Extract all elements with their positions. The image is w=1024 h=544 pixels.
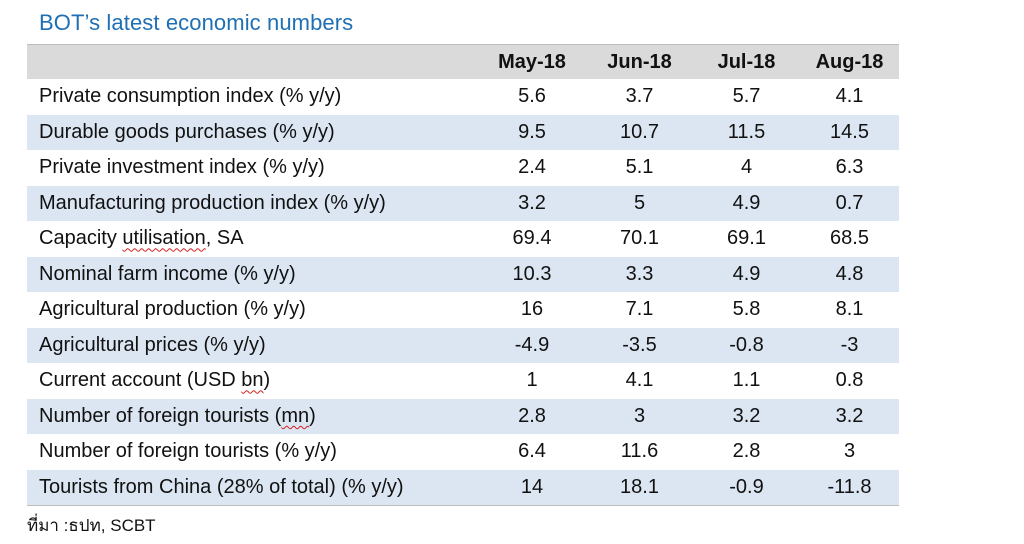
row-label-text: Private investment index (% y/y): [39, 156, 325, 179]
column-header-aug-18: Aug-18: [815, 50, 884, 73]
table-cell: -4.9: [514, 333, 550, 356]
row-label: Agricultural prices (% y/y): [27, 334, 478, 357]
table-cell: -11.8: [827, 475, 872, 498]
table-cell: 11.5: [727, 120, 766, 143]
table-cell: 68.5: [830, 227, 869, 250]
table-row: Manufacturing production index (% y/y) 3…: [27, 185, 899, 221]
table-cell: 3: [633, 404, 646, 427]
table-cell: 1: [526, 369, 538, 392]
table-cell: 7.1: [625, 298, 654, 321]
row-label: Durable goods purchases (% y/y): [27, 121, 478, 144]
table-cell: 2.4: [518, 156, 546, 179]
table-cell: -0.9: [729, 475, 764, 498]
table-cell: 4.9: [732, 262, 761, 285]
table-cell: 0.8: [835, 369, 864, 392]
row-label-text: ): [309, 404, 316, 427]
row-label-text: Private consumption index (% y/y): [39, 85, 342, 108]
table-cell: 9.5: [518, 120, 546, 143]
row-label-text: Capacity: [39, 227, 123, 250]
row-label-text: Durable goods purchases (% y/y): [39, 120, 335, 143]
spellcheck-underlined-word: mn: [281, 404, 310, 427]
table-cell: 2.8: [732, 440, 761, 463]
row-label-text: Number of foreign tourists (: [39, 404, 282, 427]
row-label-text: ): [263, 369, 271, 392]
table-cell: 3.2: [732, 404, 761, 427]
row-label: Manufacturing production index (% y/y): [27, 192, 478, 215]
table-cell: 5: [633, 191, 646, 214]
table-row: Agricultural prices (% y/y) -4.9 -3.5 -0…: [27, 327, 899, 363]
table-row: Tourists from China (28% of total) (% y/…: [27, 469, 899, 505]
table-cell: 14.5: [830, 120, 869, 143]
column-header-jul-18: Jul-18: [717, 50, 776, 73]
table-cell: 11.6: [620, 440, 659, 463]
column-header-jun-18: Jun-18: [607, 50, 672, 73]
row-label: Nominal farm income (% y/y): [27, 263, 478, 286]
table-row: Current account (USD bn) 1 4.1 1.1 0.8: [27, 363, 899, 399]
row-label: Capacity utilisation, SA: [27, 227, 478, 250]
table-cell: -3: [840, 333, 859, 356]
table-row: Number of foreign tourists (mn) 2.8 3 3.…: [27, 398, 899, 434]
row-label-text: Agricultural production (% y/y): [39, 298, 306, 321]
table-cell: 69.4: [512, 227, 552, 250]
table-cell: -3.5: [622, 333, 657, 356]
table-row: Private investment index (% y/y) 2.4 5.1…: [27, 150, 899, 186]
table-cell: 3.3: [625, 262, 654, 285]
row-label: Tourists from China (28% of total) (% y/…: [27, 476, 478, 499]
table-cell: 3.7: [625, 85, 654, 108]
table-title: BOT’s latest economic numbers: [39, 10, 354, 35]
row-label-text: Nominal farm income (% y/y): [39, 262, 296, 285]
row-label-text: Agricultural prices (% y/y): [39, 333, 266, 356]
source-note: ที่มา :ธปท, SCBT: [27, 516, 156, 535]
table-cell: 2.8: [518, 404, 546, 427]
row-label-text: Tourists from China (28% of total) (% y/…: [39, 475, 404, 498]
economic-table: May-18 Jun-18 Jul-18 Aug-18 Private cons…: [27, 44, 899, 506]
table-cell: 5.8: [732, 298, 761, 321]
table-cell: 10.3: [512, 262, 552, 285]
spellcheck-underlined-word: utilisation: [122, 227, 206, 250]
table-cell: 4.1: [835, 85, 864, 108]
row-label: Number of foreign tourists (mn): [27, 405, 478, 428]
table-row: Capacity utilisation, SA 69.4 70.1 69.1 …: [27, 221, 899, 257]
table-cell: 18.1: [620, 475, 659, 498]
row-label: Current account (USD bn): [27, 369, 478, 392]
table-cell: 5.6: [518, 85, 546, 108]
table-cell: 3.2: [518, 191, 546, 214]
table-cell: 3.2: [835, 404, 864, 427]
row-label-text: Current account (USD: [39, 369, 242, 392]
table-cell: 4.1: [625, 369, 654, 392]
table-cell: 4.9: [732, 191, 761, 214]
row-label-text: Number of foreign tourists (% y/y): [39, 440, 337, 463]
table-row: Nominal farm income (% y/y) 10.3 3.3 4.9…: [27, 256, 899, 292]
row-label-text: Manufacturing production index (% y/y): [39, 191, 386, 214]
table-cell: 69.1: [727, 227, 766, 250]
table-cell: 0.7: [835, 191, 864, 214]
column-header-may-18: May-18: [498, 50, 566, 73]
table-cell: 5.1: [625, 156, 654, 179]
table-cell: 1.1: [732, 369, 761, 392]
table-row: Number of foreign tourists (% y/y) 6.4 1…: [27, 434, 899, 470]
table-cell: 14: [520, 475, 544, 498]
row-label: Number of foreign tourists (% y/y): [27, 440, 478, 463]
table-cell: 70.1: [620, 227, 659, 250]
table-cell: 16: [520, 298, 544, 321]
table-cell: 5.7: [732, 85, 761, 108]
table-cell: 10.7: [620, 120, 659, 143]
table-cell: 6.4: [518, 440, 546, 463]
table-row: Agricultural production (% y/y) 16 7.1 5…: [27, 292, 899, 328]
row-label: Private consumption index (% y/y): [27, 85, 478, 108]
table-cell: 4.8: [835, 262, 864, 285]
table-cell: -0.8: [729, 333, 764, 356]
table-cell: 6.3: [835, 156, 864, 179]
table-header-row: May-18 Jun-18 Jul-18 Aug-18: [27, 45, 899, 79]
table-cell: 4: [740, 156, 753, 179]
table-cell: 3: [843, 440, 856, 463]
row-label-text: , SA: [205, 227, 244, 250]
table-row: Private consumption index (% y/y) 5.6 3.…: [27, 79, 899, 115]
table-cell: 8.1: [835, 298, 864, 321]
row-label: Agricultural production (% y/y): [27, 298, 478, 321]
row-label: Private investment index (% y/y): [27, 156, 478, 179]
spellcheck-underlined-word: bn: [241, 369, 264, 392]
table-row: Durable goods purchases (% y/y) 9.5 10.7…: [27, 114, 899, 150]
